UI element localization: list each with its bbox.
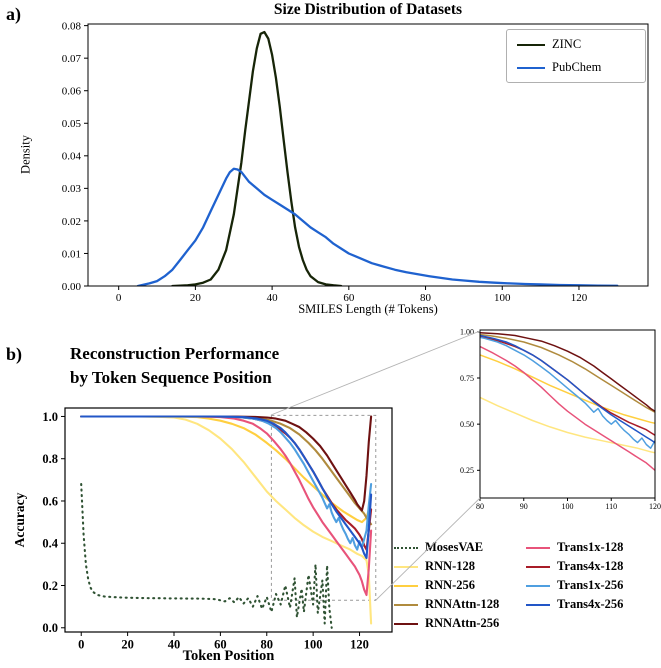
rnn-256-line-swatch [394,584,418,587]
svg-text:60: 60 [214,638,227,652]
legend-label: Trans4x-256 [557,597,624,611]
svg-text:0.08: 0.08 [62,20,82,32]
legend-item-rnn-256: RNN-256 [394,578,522,593]
chart-b-legend: MosesVAE RNN-128 RNN-256 RNNAttn-128 RNN… [394,538,661,633]
legend-item-trans4x-256: Trans4x-256 [526,597,661,612]
legend-item-pubchem: PubChem [517,60,635,75]
svg-text:60: 60 [343,292,355,304]
rnnattn-128-line-swatch [394,603,418,606]
svg-text:0.25: 0.25 [460,466,474,475]
svg-text:80: 80 [420,292,432,304]
svg-text:0.4: 0.4 [42,537,58,551]
trans4x-256-line-swatch [526,603,550,606]
legend-label: RNN-128 [425,559,475,573]
zinc-line-swatch [517,43,545,46]
rnnattn-256-line-swatch [394,622,418,625]
svg-text:0.0: 0.0 [42,621,58,635]
rnn-128-line-swatch [394,565,418,568]
svg-text:0.8: 0.8 [42,452,58,466]
svg-text:120: 120 [649,502,661,511]
mosesvae-line-swatch [394,546,418,549]
svg-text:0.6: 0.6 [42,494,58,508]
svg-text:1.00: 1.00 [460,328,474,337]
legend-item-rnnattn-128: RNNAttn-128 [394,597,522,612]
legend-item-rnnattn-256: RNNAttn-256 [394,616,522,631]
svg-text:40: 40 [267,292,279,304]
legend-item-trans4x-128: Trans4x-128 [526,559,661,574]
chart-b-ylabel: Accuracy [12,492,27,548]
svg-text:0.07: 0.07 [62,53,82,65]
svg-text:0.03: 0.03 [62,183,82,195]
legend-label: RNN-256 [425,578,475,592]
reconstruction-chart: 0 20 40 60 80 100 120 0.0 0.2 0.4 0.6 0.8 1.0 [42,407,393,652]
svg-text:0.06: 0.06 [62,86,82,98]
legend-label: PubChem [552,60,602,74]
svg-text:120: 120 [350,638,369,652]
size-distribution-chart: 0 20 40 60 80 100 120 0.00 0.01 0.02 0.03 0.04 0.05 0… [62,20,649,304]
trans1x-128-line-swatch [526,546,550,549]
chart-a-legend: ZINC PubChem [506,29,646,83]
legend-item-mosesvae: MosesVAE [394,540,522,555]
legend-label: RNNAttn-128 [425,597,500,611]
chart-b-title-line2: by Token Sequence Position [70,368,272,387]
legend-label: Trans1x-256 [557,578,624,592]
panel-b-label: b) [6,344,23,364]
svg-text:0.04: 0.04 [62,151,82,163]
chart-b-xlabel: Token Position [182,648,275,664]
chart-b-title-line1: Reconstruction Performance [70,344,280,363]
legend-item-trans1x-256: Trans1x-256 [526,578,661,593]
svg-text:0.01: 0.01 [62,248,81,260]
svg-text:100: 100 [304,638,323,652]
svg-text:0.2: 0.2 [42,579,58,593]
svg-text:0.75: 0.75 [460,374,474,383]
svg-text:120: 120 [571,292,588,304]
svg-text:0.05: 0.05 [62,118,82,130]
trans1x-256-line-swatch [526,584,550,587]
svg-text:40: 40 [168,638,181,652]
legend-label: Trans1x-128 [557,540,624,554]
svg-text:80: 80 [261,638,274,652]
svg-text:0.00: 0.00 [62,281,82,293]
svg-text:90: 90 [520,502,528,511]
chart-a-ylabel: Density [18,135,33,174]
svg-text:110: 110 [605,502,617,511]
svg-text:1.0: 1.0 [42,410,58,424]
pubchem-line-swatch [517,66,545,69]
inset-zoom-chart: 80 90 100 110 120 0.25 0.50 0.75 1.00 [460,328,661,511]
legend-label: Trans4x-128 [557,559,624,573]
svg-text:20: 20 [121,638,134,652]
svg-text:0: 0 [116,292,122,304]
legend-label: ZINC [552,37,582,51]
svg-text:80: 80 [476,502,484,511]
legend-item-zinc: ZINC [517,37,635,52]
legend-item-trans1x-128: Trans1x-128 [526,540,661,555]
legend-label: MosesVAE [425,540,484,554]
svg-text:0.50: 0.50 [460,420,474,429]
legend-item-rnn-128: RNN-128 [394,559,522,574]
chart-a-xlabel: SMILES Length (# Tokens) [298,302,438,316]
svg-text:0: 0 [78,638,84,652]
legend-label: RNNAttn-256 [425,616,500,630]
svg-text:20: 20 [190,292,202,304]
svg-text:100: 100 [562,502,574,511]
svg-text:0.02: 0.02 [62,216,81,228]
panel-a-label: a) [6,4,21,24]
trans4x-128-line-swatch [526,565,550,568]
svg-text:100: 100 [494,292,511,304]
chart-a-title: Size Distribution of Datasets [273,1,463,18]
